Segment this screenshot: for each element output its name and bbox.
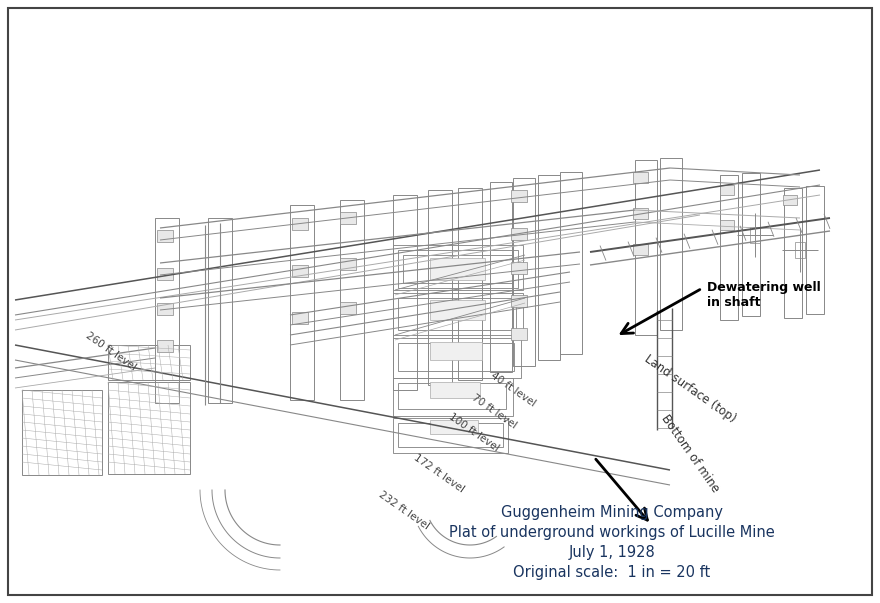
Text: 100 ft level: 100 ft level [447, 412, 501, 453]
Text: 260 ft level: 260 ft level [84, 330, 137, 373]
Bar [795, 242, 805, 258]
Bar [157, 303, 173, 315]
Bar [403, 255, 513, 283]
Bar [430, 342, 482, 360]
Bar [633, 208, 648, 219]
Bar [635, 160, 657, 335]
Bar [511, 328, 527, 340]
Bar [340, 302, 356, 314]
Bar [633, 244, 648, 255]
Bar [157, 340, 173, 352]
Bar [513, 178, 535, 366]
Text: July 1, 1928: July 1, 1928 [568, 545, 655, 560]
Bar [290, 205, 314, 400]
Bar [538, 175, 560, 360]
Bar [806, 186, 824, 314]
Bar [398, 423, 503, 447]
Bar [398, 343, 514, 371]
Bar [783, 195, 797, 205]
Bar [155, 218, 179, 403]
Text: Plat of underground workings of Lucille Mine: Plat of underground workings of Lucille … [449, 525, 774, 540]
Bar [428, 190, 452, 385]
Bar [720, 185, 734, 195]
Bar [430, 300, 485, 320]
Bar [292, 312, 308, 324]
Bar [720, 175, 738, 320]
Bar [750, 227, 760, 243]
Bar [157, 230, 173, 242]
Bar [393, 245, 523, 290]
Bar [784, 188, 802, 318]
Text: 70 ft level: 70 ft level [470, 393, 518, 431]
Text: Bottom of mine: Bottom of mine [658, 412, 722, 494]
Bar [340, 212, 356, 224]
Text: 40 ft level: 40 ft level [489, 371, 538, 409]
Bar [208, 218, 232, 403]
Bar [490, 182, 512, 372]
Bar [720, 220, 734, 230]
Bar [398, 383, 506, 409]
Bar [511, 190, 527, 202]
Bar [340, 258, 356, 270]
Bar [108, 382, 190, 474]
Text: 232 ft level: 232 ft level [377, 490, 430, 532]
Text: Original scale:  1 in = 20 ft: Original scale: 1 in = 20 ft [513, 565, 710, 580]
Bar [292, 218, 308, 230]
Bar [430, 258, 485, 280]
Bar [157, 268, 173, 280]
Bar [430, 420, 478, 434]
Bar [398, 250, 518, 288]
Text: Dewatering well
in shaft: Dewatering well in shaft [707, 282, 820, 309]
Bar [393, 378, 513, 416]
Text: Land surface (top): Land surface (top) [642, 353, 738, 426]
Text: Guggenheim Mining Company: Guggenheim Mining Company [501, 505, 722, 520]
Bar [108, 345, 190, 380]
Bar [398, 298, 516, 330]
Bar [511, 295, 527, 307]
Bar [22, 390, 102, 475]
Bar [742, 173, 760, 316]
Bar [458, 188, 482, 380]
Bar [393, 195, 417, 390]
Bar [393, 293, 523, 335]
Bar [660, 158, 682, 330]
Bar [511, 228, 527, 240]
Text: 172 ft level: 172 ft level [412, 452, 466, 494]
Bar [560, 172, 582, 354]
Bar [511, 262, 527, 274]
Bar [340, 200, 364, 400]
Bar [633, 172, 648, 183]
Bar [430, 382, 480, 398]
Bar [393, 338, 521, 378]
Bar [292, 265, 308, 277]
Bar [393, 418, 508, 453]
